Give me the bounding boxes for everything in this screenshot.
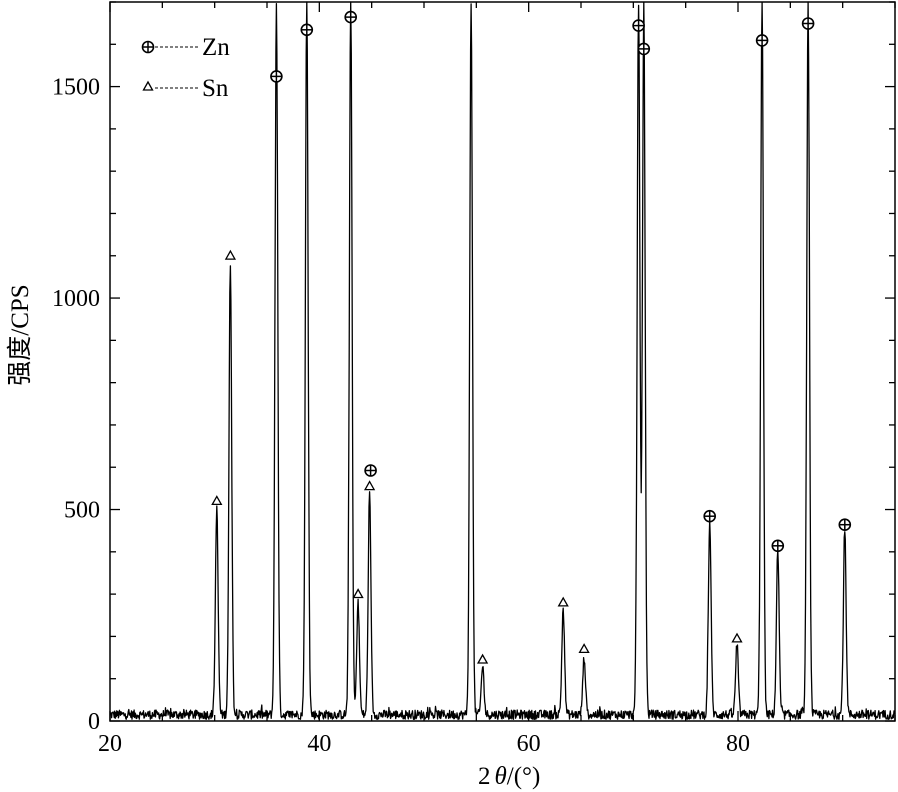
sn-peak-marker — [557, 596, 569, 607]
sn-peak-marker — [211, 495, 223, 506]
legend-item-sn: Sn — [142, 75, 229, 102]
legend-item-zn: Zn — [141, 34, 230, 61]
zn-peak-marker — [300, 23, 314, 37]
zn-peak-marker — [771, 539, 785, 553]
x-tick-label: 20 — [98, 731, 122, 757]
plot-frame — [109, 1, 896, 722]
legend-marker-zn — [141, 40, 155, 54]
x-axis-title-prefix: 2 — [478, 763, 491, 790]
ticks — [109, 1, 896, 722]
zn-peak-marker — [838, 518, 852, 532]
sn-peak-marker — [352, 588, 364, 599]
sn-peak-marker — [363, 480, 376, 491]
sn-peak-marker — [476, 653, 489, 664]
sn-peak-marker — [224, 249, 237, 260]
x-tick-label: 40 — [307, 731, 331, 757]
y-tick-label: 1500 — [52, 75, 100, 101]
y-tick-label: 500 — [64, 498, 100, 524]
tick-labels: 20 40 60 80 0 500 1000 1500 — [52, 75, 750, 757]
x-axis-title: 2 θ/(°) — [478, 763, 540, 790]
legend: Zn Sn — [141, 34, 230, 102]
zn-peak-marker — [270, 70, 283, 83]
zn-peak-marker — [801, 17, 815, 30]
zn-peak-marker — [364, 464, 377, 477]
y-axis-title: 强度/CPS — [6, 284, 34, 385]
zn-peak-marker — [637, 42, 651, 56]
x-axis-title-symbol: θ — [495, 763, 507, 790]
sn-peak-marker — [731, 632, 743, 643]
legend-marker-sn — [142, 80, 154, 91]
zn-peak-marker — [703, 509, 717, 523]
zn-peak-marker — [344, 10, 358, 24]
sn-peak-marker — [578, 643, 590, 654]
x-axis-title-suffix: /(°) — [507, 763, 541, 790]
zn-peak-marker — [632, 19, 645, 32]
diffraction-pattern-line — [109, 1, 896, 720]
axes — [109, 1, 896, 722]
zn-peak-marker — [755, 34, 769, 47]
legend-label-zn: Zn — [202, 34, 230, 61]
y-tick-label: 0 — [88, 709, 100, 735]
y-tick-label: 1000 — [52, 286, 100, 312]
x-tick-label: 80 — [726, 731, 750, 757]
x-tick-label: 60 — [517, 731, 541, 757]
legend-label-sn: Sn — [202, 75, 229, 102]
peak-markers — [211, 10, 852, 664]
